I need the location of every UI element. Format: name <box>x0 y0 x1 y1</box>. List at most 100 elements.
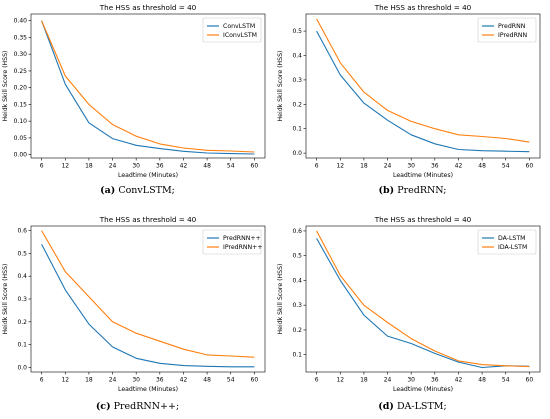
x-tick-label: 48 <box>478 163 486 170</box>
chart-title: The HSS as threshold = 40 <box>374 3 472 12</box>
y-tick-label: 0.40 <box>14 18 28 25</box>
caption-text: ConvLSTM; <box>118 185 175 196</box>
x-tick-label: 30 <box>407 163 415 170</box>
y-tick-label: 0.25 <box>14 68 28 75</box>
line-chart-da-lstm: The HSS as threshold = 40 6 12 18 24 30 36 42 48… <box>277 215 541 393</box>
chart-title: The HSS as threshold = 40 <box>374 215 472 224</box>
x-tick-label: 42 <box>180 163 188 170</box>
x-tick-label: 54 <box>502 377 510 384</box>
y-tick-label: 0.2 <box>292 327 302 334</box>
x-axis-label: Leadtime (Minutes) <box>393 386 453 393</box>
x-tick-label: 36 <box>156 377 164 384</box>
x-tick-label: 6 <box>40 377 44 384</box>
x-tick-label: 48 <box>478 377 486 384</box>
legend-box <box>477 17 537 43</box>
y-tick-label: 0.3 <box>17 296 27 303</box>
x-tick-label: 42 <box>180 377 188 384</box>
x-tick-label: 36 <box>431 377 439 384</box>
x-tick-label: 48 <box>203 377 211 384</box>
legend-label: PredRNN++ <box>223 235 261 242</box>
x-tick-label: 12 <box>336 377 344 384</box>
figure-caption-b: (b) PredRNN; <box>275 185 550 196</box>
y-tick-label: 0.0 <box>292 150 302 157</box>
x-tick-label: 12 <box>336 163 344 170</box>
y-tick-label: 0.35 <box>14 34 28 41</box>
legend-label: IPredRNN <box>498 32 528 39</box>
x-tick-label: 6 <box>315 163 319 170</box>
x-tick-label: 18 <box>85 377 93 384</box>
series-line <box>316 238 530 369</box>
x-tick-label: 36 <box>156 163 164 170</box>
x-tick-label: 24 <box>384 163 392 170</box>
x-tick-label: 24 <box>384 377 392 384</box>
x-axis-label: Leadtime (Minutes) <box>393 172 453 179</box>
legend-label: DA-LSTM <box>498 235 525 242</box>
y-tick-label: 0.4 <box>292 52 302 59</box>
y-tick-label: 0.0 <box>17 364 27 371</box>
legend-box <box>202 229 262 255</box>
y-tick-label: 0.6 <box>17 228 27 235</box>
x-tick-label: 24 <box>109 377 117 384</box>
x-tick-label: 60 <box>251 163 259 170</box>
caption-letter: (a) <box>100 185 116 196</box>
x-tick-label: 60 <box>526 163 534 170</box>
series-line <box>41 230 255 358</box>
legend-label: ConvLSTM <box>223 23 255 30</box>
y-axis-label: Heidk Skill Score (HSS) <box>277 264 284 335</box>
y-tick-label: 0.5 <box>292 28 302 35</box>
x-axis-label: Leadtime (Minutes) <box>118 386 178 393</box>
x-tick-label: 42 <box>455 377 463 384</box>
y-tick-label: 0.4 <box>292 277 302 284</box>
legend-label: IDA-LSTM <box>498 244 527 251</box>
y-axis-label: Heidk Skill Score (HSS) <box>2 264 9 335</box>
x-tick-label: 18 <box>360 377 368 384</box>
y-tick-label: 0.20 <box>14 85 28 92</box>
caption-letter: (d) <box>378 401 394 412</box>
y-tick-label: 0.15 <box>14 101 28 108</box>
y-tick-label: 0.1 <box>292 126 302 133</box>
chart-panel-b: The HSS as threshold = 40 6 12 18 24 30 36 42 48… <box>275 0 550 209</box>
x-tick-label: 54 <box>227 163 235 170</box>
legend-box <box>202 17 262 43</box>
plot-frame <box>305 225 541 373</box>
y-tick-label: 0.2 <box>17 319 27 326</box>
caption-text: DA-LSTM; <box>396 401 447 412</box>
series-line <box>316 18 530 143</box>
series-line <box>316 30 530 153</box>
x-tick-label: 18 <box>360 163 368 170</box>
legend-label: IPredRNN++ <box>223 244 263 251</box>
y-tick-label: 0.3 <box>292 302 302 309</box>
caption-text: PredRNN++; <box>113 401 180 412</box>
chart-panel-d: The HSS as threshold = 40 6 12 18 24 30 36 42 48… <box>275 212 550 419</box>
y-tick-label: 0.5 <box>17 250 27 257</box>
series-line <box>41 20 255 155</box>
chart-title: The HSS as threshold = 40 <box>99 215 197 224</box>
line-chart-convlstm: The HSS as threshold = 40 6 12 18 24 30 36 42 48… <box>2 3 266 179</box>
plot-frame <box>30 13 266 159</box>
y-axis-label: Heidk Skill Score (HSS) <box>2 51 9 122</box>
x-axis-label: Leadtime (Minutes) <box>118 172 178 179</box>
x-tick-label: 36 <box>431 163 439 170</box>
x-tick-label: 6 <box>315 377 319 384</box>
figure-caption-a: (a) ConvLSTM; <box>0 185 275 196</box>
x-tick-label: 18 <box>85 163 93 170</box>
x-tick-label: 12 <box>61 377 69 384</box>
y-tick-label: 0.3 <box>292 77 302 84</box>
x-tick-label: 42 <box>455 163 463 170</box>
x-tick-label: 60 <box>526 377 534 384</box>
series-line <box>41 20 255 153</box>
chart-panel-c: The HSS as threshold = 40 6 12 18 24 30 36 42 48… <box>0 212 275 419</box>
series-line <box>316 230 530 368</box>
x-tick-label: 30 <box>132 377 140 384</box>
caption-letter: (c) <box>95 401 111 412</box>
legend-label: PredRNN <box>498 23 526 30</box>
caption-text: PredRNN; <box>397 185 447 196</box>
x-tick-label: 60 <box>251 377 259 384</box>
x-tick-label: 12 <box>61 163 69 170</box>
y-tick-label: 0.1 <box>17 342 27 349</box>
y-tick-label: 0.30 <box>14 51 28 58</box>
line-chart-predrnnpp: The HSS as threshold = 40 6 12 18 24 30 36 42 48… <box>2 215 266 393</box>
y-tick-label: 0.5 <box>292 253 302 260</box>
x-tick-label: 48 <box>203 163 211 170</box>
y-tick-label: 0.2 <box>292 101 302 108</box>
